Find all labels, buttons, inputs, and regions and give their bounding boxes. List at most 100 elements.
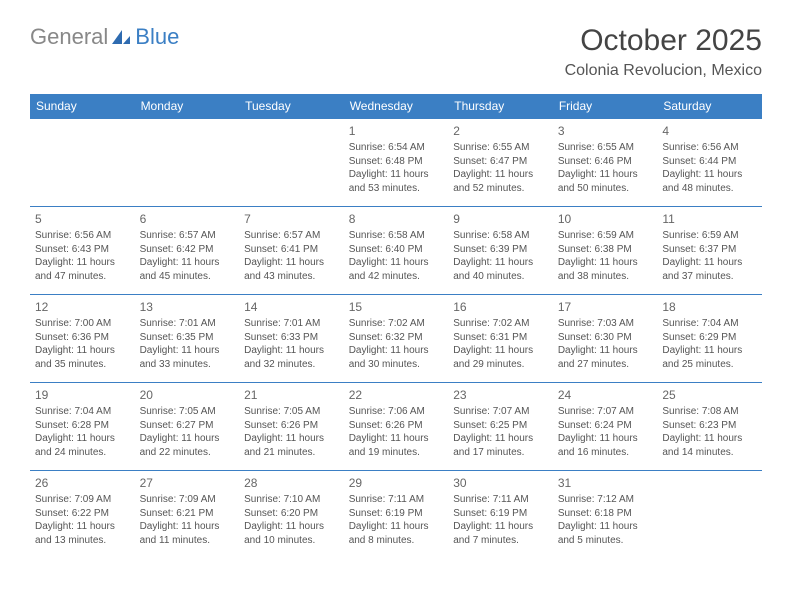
calendar-cell: 30 Sunrise: 7:11 AMSunset: 6:19 PMDayligh… [448, 471, 553, 559]
daylight-line: Daylight: 11 hours and 35 minutes. [35, 344, 130, 371]
daylight-line: Daylight: 11 hours and 25 minutes. [662, 344, 757, 371]
sunrise-line: Sunrise: 6:55 AM [453, 141, 548, 155]
sunrise-line: Sunrise: 7:01 AM [244, 317, 339, 331]
calendar-cell: 12Sunrise: 7:00 AMSunset: 6:36 PMDayligh… [30, 295, 135, 383]
sunrise-line: Sunrise: 7:11 AM [349, 493, 444, 507]
day-number: 12 [35, 299, 130, 315]
daylight-line: Daylight: 11 hours and 29 minutes. [453, 344, 548, 371]
sunset-line: Sunset: 6:33 PM [244, 331, 339, 345]
calendar-cell: 9Sunrise: 6:58 AMSunset: 6:39 PMDaylight… [448, 207, 553, 295]
sunset-line: Sunset: 6:20 PM [244, 507, 339, 521]
calendar-cell: 10Sunrise: 6:59 AMSunset: 6:38 PMDayligh… [553, 207, 658, 295]
calendar-cell [657, 471, 762, 559]
sunrise-line: Sunrise: 6:55 AM [558, 141, 653, 155]
header: General Blue October 2025 Colonia Revolu… [30, 24, 762, 80]
sunrise-line: Sunrise: 6:59 AM [558, 229, 653, 243]
sunrise-line: Sunrise: 7:05 AM [244, 405, 339, 419]
day-number: 10 [558, 211, 653, 227]
sunset-line: Sunset: 6:31 PM [453, 331, 548, 345]
title-block: October 2025 Colonia Revolucion, Mexico [565, 24, 762, 80]
daylight-line: Daylight: 11 hours and 7 minutes. [453, 520, 548, 547]
day-number: 4 [662, 123, 757, 139]
sunset-line: Sunset: 6:26 PM [244, 419, 339, 433]
calendar-table: Sunday Monday Tuesday Wednesday Thursday… [30, 94, 762, 559]
calendar-cell: 24Sunrise: 7:07 AMSunset: 6:24 PMDayligh… [553, 383, 658, 471]
daylight-line: Daylight: 11 hours and 13 minutes. [35, 520, 130, 547]
daylight-line: Daylight: 11 hours and 21 minutes. [244, 432, 339, 459]
daylight-line: Daylight: 11 hours and 5 minutes. [558, 520, 653, 547]
sunset-line: Sunset: 6:19 PM [453, 507, 548, 521]
day-number: 27 [140, 475, 235, 491]
col-wednesday: Wednesday [344, 94, 449, 119]
calendar-week-row: 12Sunrise: 7:00 AMSunset: 6:36 PMDayligh… [30, 295, 762, 383]
calendar-cell: 29Sunrise: 7:11 AMSunset: 6:19 PMDayligh… [344, 471, 449, 559]
daylight-line: Daylight: 11 hours and 42 minutes. [349, 256, 444, 283]
daylight-line: Daylight: 11 hours and 16 minutes. [558, 432, 653, 459]
daylight-line: Daylight: 11 hours and 52 minutes. [453, 168, 548, 195]
calendar-cell [30, 119, 135, 207]
sunrise-line: Sunrise: 7:05 AM [140, 405, 235, 419]
calendar-cell: 20Sunrise: 7:05 AMSunset: 6:27 PMDayligh… [135, 383, 240, 471]
day-number: 3 [558, 123, 653, 139]
day-number: 26 [35, 475, 130, 491]
sunrise-line: Sunrise: 6:58 AM [349, 229, 444, 243]
sunrise-line: Sunrise: 6:58 AM [453, 229, 548, 243]
sunrise-line: Sunrise: 7:09 AM [35, 493, 130, 507]
logo-text-general: General [30, 24, 108, 50]
daylight-line: Daylight: 11 hours and 33 minutes. [140, 344, 235, 371]
calendar-cell: 14 Sunrise: 7:01 AMSunset: 6:33 PMDayligh… [239, 295, 344, 383]
calendar-week-row: 5Sunrise: 6:56 AMSunset: 6:43 PMDaylight… [30, 207, 762, 295]
col-saturday: Saturday [657, 94, 762, 119]
daylight-line: Daylight: 11 hours and 38 minutes. [558, 256, 653, 283]
calendar-cell: 17Sunrise: 7:03 AMSunset: 6:30 PMDayligh… [553, 295, 658, 383]
day-number: 21 [244, 387, 339, 403]
sunset-line: Sunset: 6:30 PM [558, 331, 653, 345]
sunrise-line: Sunrise: 6:59 AM [662, 229, 757, 243]
calendar-cell: 31Sunrise: 7:12 AMSunset: 6:18 PMDayligh… [553, 471, 658, 559]
calendar-week-row: 1Sunrise: 6:54 AMSunset: 6:48 PMDaylight… [30, 119, 762, 207]
sunrise-line: Sunrise: 6:56 AM [35, 229, 130, 243]
daylight-line: Daylight: 11 hours and 27 minutes. [558, 344, 653, 371]
daylight-line: Daylight: 11 hours and 37 minutes. [662, 256, 757, 283]
sunrise-line: Sunrise: 7:10 AM [244, 493, 339, 507]
day-number: 19 [35, 387, 130, 403]
daylight-line: Daylight: 11 hours and 8 minutes. [349, 520, 444, 547]
day-number: 30 [453, 475, 548, 491]
daylight-line: Daylight: 11 hours and 32 minutes. [244, 344, 339, 371]
logo-text-blue: Blue [135, 24, 179, 50]
day-number: 1 [349, 123, 444, 139]
calendar-cell: 26 Sunrise: 7:09 AMSunset: 6:22 PMDayligh… [30, 471, 135, 559]
sunrise-line: Sunrise: 7:02 AM [349, 317, 444, 331]
sunrise-line: Sunrise: 7:11 AM [453, 493, 548, 507]
calendar-cell: 8Sunrise: 6:58 AMSunset: 6:40 PMDaylight… [344, 207, 449, 295]
daylight-line: Daylight: 11 hours and 47 minutes. [35, 256, 130, 283]
day-number: 14 [244, 299, 339, 315]
sunset-line: Sunset: 6:42 PM [140, 243, 235, 257]
day-number: 16 [453, 299, 548, 315]
sunset-line: Sunset: 6:47 PM [453, 155, 548, 169]
sunset-line: Sunset: 6:24 PM [558, 419, 653, 433]
sunrise-line: Sunrise: 7:01 AM [140, 317, 235, 331]
calendar-cell: 25Sunrise: 7:08 AMSunset: 6:23 PMDayligh… [657, 383, 762, 471]
col-tuesday: Tuesday [239, 94, 344, 119]
page-title: October 2025 [565, 24, 762, 58]
calendar-cell [239, 119, 344, 207]
sunrise-line: Sunrise: 7:07 AM [558, 405, 653, 419]
sunset-line: Sunset: 6:25 PM [453, 419, 548, 433]
calendar-cell: 15Sunrise: 7:02 AMSunset: 6:32 PMDayligh… [344, 295, 449, 383]
sunrise-line: Sunrise: 7:04 AM [35, 405, 130, 419]
day-number: 15 [349, 299, 444, 315]
location-label: Colonia Revolucion, Mexico [565, 62, 762, 80]
sunset-line: Sunset: 6:22 PM [35, 507, 130, 521]
calendar-cell: 1Sunrise: 6:54 AMSunset: 6:48 PMDaylight… [344, 119, 449, 207]
day-number: 28 [244, 475, 339, 491]
sunrise-line: Sunrise: 7:08 AM [662, 405, 757, 419]
sunset-line: Sunset: 6:21 PM [140, 507, 235, 521]
sunrise-line: Sunrise: 7:04 AM [662, 317, 757, 331]
logo-sail-icon [110, 28, 132, 46]
calendar-cell: 16Sunrise: 7:02 AMSunset: 6:31 PMDayligh… [448, 295, 553, 383]
calendar-cell: 19 Sunrise: 7:04 AMSunset: 6:28 PMDayligh… [30, 383, 135, 471]
daylight-line: Daylight: 11 hours and 24 minutes. [35, 432, 130, 459]
day-number: 11 [662, 211, 757, 227]
sunset-line: Sunset: 6:28 PM [35, 419, 130, 433]
